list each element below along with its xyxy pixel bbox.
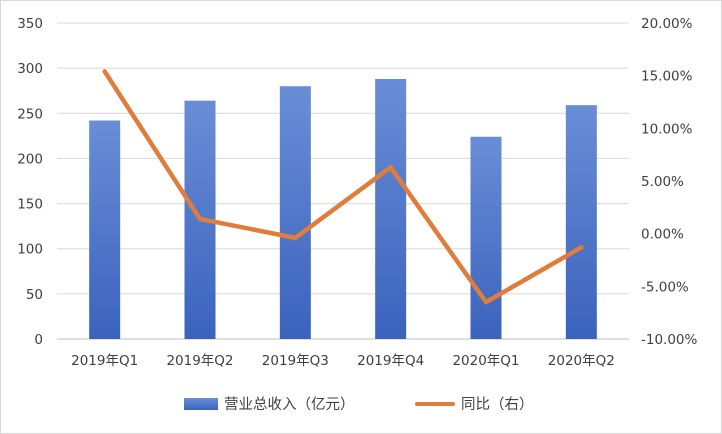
gridlines <box>57 22 629 340</box>
legend: 营业总收入（亿元） 同比（右） <box>184 396 534 413</box>
y2-axis-tick-label: 10.00% <box>641 121 693 137</box>
legend-bar-swatch <box>184 398 218 410</box>
line-point <box>579 245 584 250</box>
bar <box>470 136 502 339</box>
y2-axis-tick-label: -10.00% <box>641 332 698 348</box>
line-point <box>293 235 298 241</box>
bar <box>89 120 121 339</box>
bar <box>565 105 597 339</box>
y2-axis-tick-label: 15.00% <box>641 69 693 85</box>
line-point <box>483 299 489 305</box>
x-axis-tick-label: 2020年Q1 <box>452 353 519 369</box>
bar <box>375 78 407 339</box>
y2-axis-tick-label: 20.00% <box>641 16 693 32</box>
axes: 0 50 100 150 200 250 300 350 -10.00% -5.00% 0.00% 5… <box>17 16 697 369</box>
y2-axis-tick-label: 0.00% <box>641 227 684 243</box>
y-axis-tick-label: 300 <box>17 61 43 77</box>
x-axis-tick-label: 2019年Q2 <box>166 353 233 369</box>
line-point <box>197 216 203 222</box>
y-axis-tick-label: 250 <box>17 106 43 122</box>
x-axis-tick-label: 2019年Q4 <box>357 353 424 369</box>
y-axis-tick-label: 350 <box>17 16 43 32</box>
legend-bar-label: 营业总收入（亿元） <box>224 396 355 413</box>
line-series <box>102 69 584 305</box>
y2-axis-tick-label: -5.00% <box>641 279 689 295</box>
legend-line-label: 同比（右） <box>461 396 534 413</box>
y-axis-tick-label: 200 <box>17 151 43 167</box>
y2-axis-tick-label: 5.00% <box>641 174 684 190</box>
y-axis-tick-label: 0 <box>34 332 43 348</box>
line-point <box>388 165 393 170</box>
y-axis-tick-label: 100 <box>17 242 43 258</box>
bar <box>279 86 311 339</box>
y-axis-tick-label: 50 <box>26 287 43 303</box>
y-axis-tick-label: 150 <box>17 197 43 213</box>
line-point <box>102 69 107 74</box>
x-axis-tick-label: 2019年Q1 <box>71 353 138 369</box>
series-line <box>102 69 584 305</box>
x-axis-tick-label: 2019年Q3 <box>262 353 329 369</box>
x-axis-tick-label: 2020年Q2 <box>548 353 615 369</box>
bar-series <box>89 78 597 339</box>
